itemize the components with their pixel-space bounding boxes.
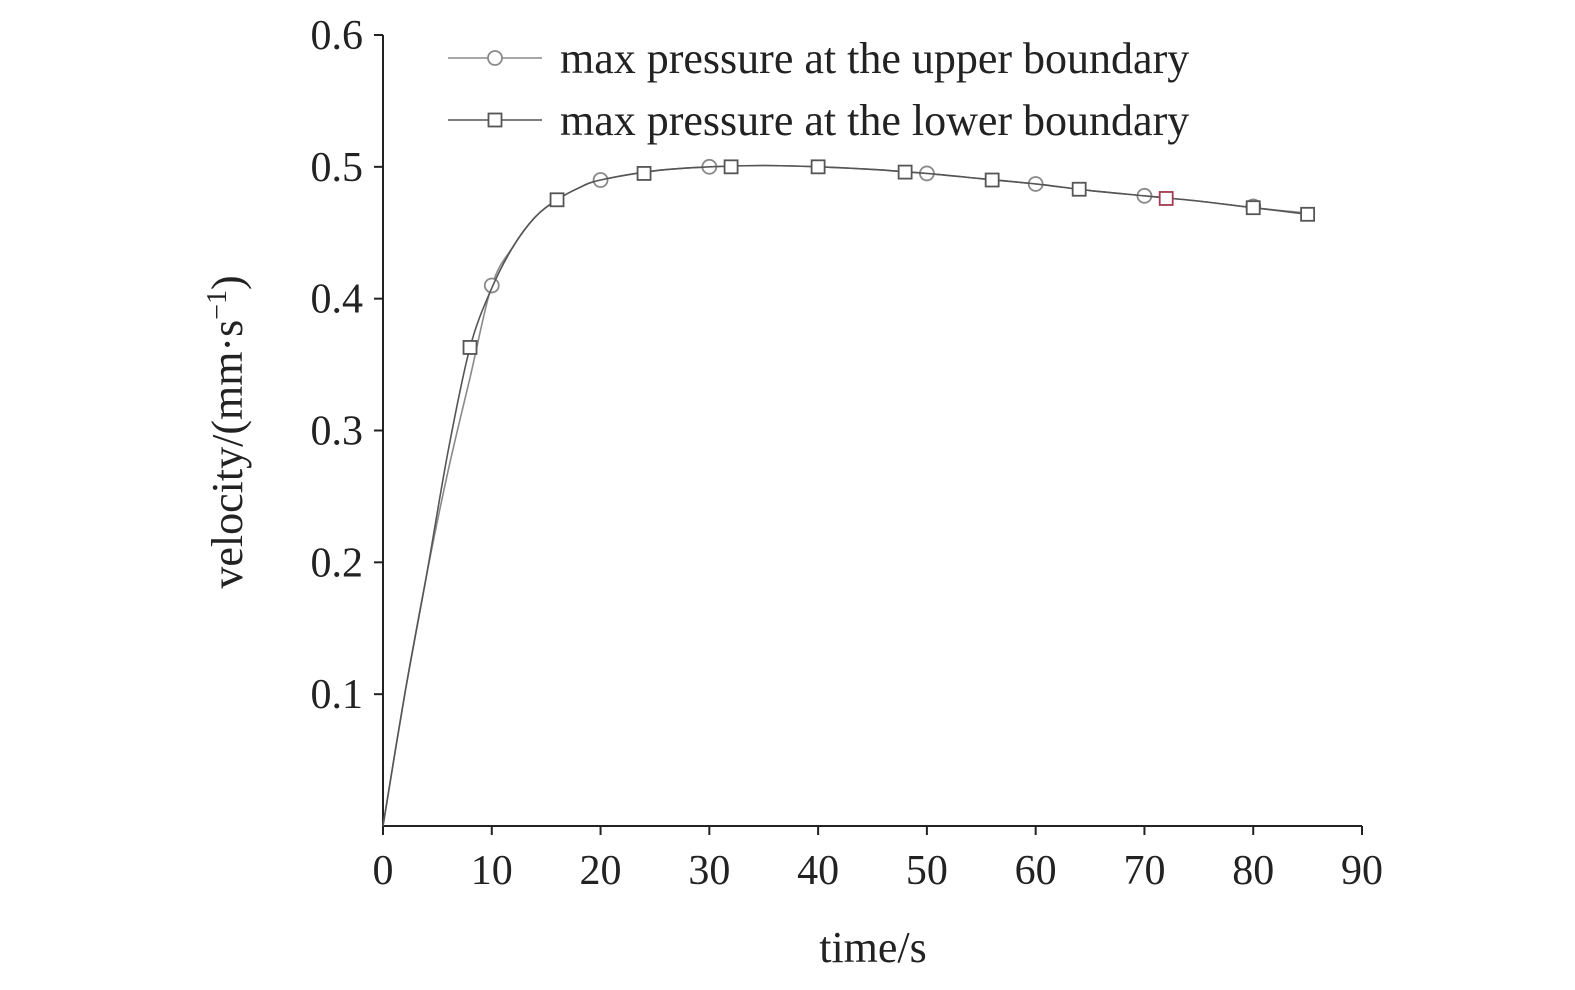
y-tick-label: 0.3 bbox=[311, 409, 364, 455]
y-tick-label: 0.6 bbox=[311, 13, 364, 59]
x-tick-label: 70 bbox=[1123, 848, 1165, 894]
x-tick-label: 80 bbox=[1232, 848, 1274, 894]
legend-label: max pressure at the upper boundary bbox=[560, 34, 1189, 83]
x-tick-label: 0 bbox=[373, 848, 394, 894]
y-tick-label: 0.4 bbox=[311, 277, 364, 323]
y-tick-label: 0.2 bbox=[311, 540, 364, 586]
square-marker bbox=[462, 340, 478, 355]
circle-marker bbox=[483, 277, 500, 294]
square-marker bbox=[549, 192, 565, 208]
square-marker bbox=[636, 166, 652, 181]
x-ticks: 0 10 20 30 40 50 60 70 80 90 bbox=[373, 826, 1383, 894]
x-tick-label: 10 bbox=[471, 848, 513, 894]
x-tick-label: 30 bbox=[688, 848, 730, 894]
square-marker bbox=[897, 164, 913, 180]
x-tick-label: 50 bbox=[906, 848, 948, 894]
legend: max pressure at the upper boundary max pr… bbox=[448, 34, 1189, 145]
y-tick-label: 0.1 bbox=[311, 672, 364, 718]
y-axis-title: velocity/(mm·s−1) bbox=[202, 275, 252, 588]
x-axis-title: time/s bbox=[819, 923, 927, 972]
square-marker bbox=[1300, 206, 1316, 222]
legend-entry-2: max pressure at the lower boundary bbox=[448, 96, 1189, 145]
series-2 bbox=[382, 159, 1316, 827]
legend-entry-1: max pressure at the upper boundary bbox=[448, 34, 1189, 83]
y-axis-title-close: ) bbox=[203, 275, 252, 290]
x-tick-label: 60 bbox=[1015, 848, 1057, 894]
square-marker bbox=[1158, 191, 1174, 206]
y-ticks: 0.1 0.2 0.3 0.4 0.5 0.6 bbox=[311, 13, 383, 718]
x-tick-label: 20 bbox=[580, 848, 622, 894]
square-marker bbox=[1071, 181, 1087, 197]
y-axis-title-superscript: −1 bbox=[202, 290, 233, 320]
series-layer bbox=[382, 158, 1316, 827]
legend-marker bbox=[487, 50, 503, 66]
y-axis-title-main: velocity/(mm·s bbox=[203, 320, 252, 589]
square-marker bbox=[1245, 200, 1261, 216]
square-marker bbox=[723, 159, 739, 175]
series-1 bbox=[382, 158, 1308, 827]
y-tick-label: 0.5 bbox=[311, 145, 364, 191]
x-tick-label: 40 bbox=[797, 848, 839, 894]
axes bbox=[382, 35, 1362, 827]
square-marker bbox=[984, 172, 1000, 188]
series-line bbox=[382, 164, 1308, 827]
x-tick-label: 90 bbox=[1341, 848, 1383, 894]
series-line bbox=[382, 164, 1308, 827]
legend-label: max pressure at the lower boundary bbox=[560, 96, 1189, 145]
legend-marker bbox=[487, 112, 503, 128]
square-marker bbox=[810, 159, 826, 175]
